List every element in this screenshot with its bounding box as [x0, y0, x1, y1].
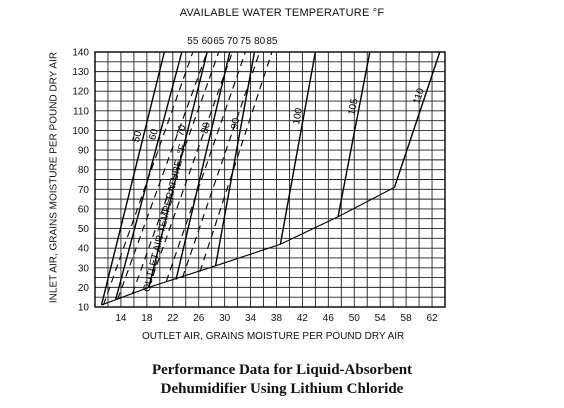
- y-tick-label: 120: [72, 87, 89, 98]
- x-tick-label: 46: [323, 313, 335, 324]
- caption-line-1: Performance Data for Liquid-Absorbent: [151, 362, 413, 378]
- outlet-temp-label-group: 80: [200, 121, 213, 135]
- outlet-temp-label-60: 60: [147, 127, 161, 141]
- outlet-temp-label-70: 70: [175, 124, 188, 138]
- x-tick-label: 54: [375, 313, 387, 324]
- water-temp-line-80: [181, 51, 261, 278]
- y-axis-label: INLET AIR, GRAINS MOISTURE PER POUND DRY…: [48, 51, 60, 304]
- x-tick-label: 26: [193, 313, 205, 324]
- outlet-temp-label-group: 100: [291, 107, 305, 126]
- caption-line-2: Dehumidifier Using Lithium Chloride: [160, 381, 404, 397]
- outlet-air-temperature-label: OUTLET AIR TEMPERATURE -°F: [142, 143, 189, 293]
- outlet-temp-label-group: 70: [175, 124, 188, 138]
- x-tick-label: 58: [401, 313, 413, 324]
- outlet-temp-line-110: [393, 51, 441, 188]
- boundary-curve: [101, 186, 395, 306]
- outlet-temp-line-90: [214, 51, 256, 266]
- outlet-temp-label-group: 105: [347, 97, 361, 116]
- y-tick-label: 140: [72, 48, 89, 59]
- y-tick-label: 20: [78, 283, 90, 294]
- outlet-temp-label-80: 80: [200, 121, 213, 135]
- outlet-temp-label-90: 90: [229, 117, 242, 130]
- y-tick-label: 30: [78, 263, 90, 274]
- x-tick-label: 50: [349, 313, 361, 324]
- boundary-curve-line: [101, 186, 395, 306]
- top-axis-title: AVAILABLE WATER TEMPERATURE °F: [179, 7, 385, 19]
- x-tick-label: 62: [426, 313, 438, 324]
- plot-frame: [94, 51, 446, 308]
- outlet-temp-label-110: 110: [411, 87, 427, 106]
- outlet-temp-label-group: 90: [229, 117, 242, 130]
- water-temp-line-70: [148, 51, 233, 288]
- x-tick-label: 38: [271, 313, 283, 324]
- outlet-temp-line-100: [279, 51, 317, 245]
- curve-label-group: OUTLET AIR TEMPERATURE -°F: [142, 143, 189, 293]
- outlet-temp-line-70: [148, 51, 208, 288]
- water-temp-label-65: 65: [213, 36, 225, 47]
- outlet-temp-label-100: 100: [291, 107, 305, 126]
- outlet-temp-line-105: [337, 51, 371, 217]
- outlet-temp-line-50: [100, 51, 166, 306]
- y-tick-label: 60: [78, 204, 90, 215]
- y-tick-label: 110: [73, 106, 89, 117]
- x-tick-label: 14: [115, 313, 127, 324]
- y-tick-label: 10: [78, 303, 90, 314]
- outlet-temp-label-50: 50: [131, 130, 144, 144]
- grid: [94, 51, 446, 308]
- water-temp-label-60: 60: [202, 36, 214, 47]
- outlet-temperature-lines: [100, 51, 441, 306]
- x-axis-label: OUTLET AIR, GRAINS MOISTURE PER POUND DR…: [142, 331, 405, 342]
- water-temperature-lines: [102, 51, 273, 306]
- water-temp-line-60: [117, 51, 208, 300]
- y-tick-label: 70: [78, 185, 90, 196]
- outlet-temp-label-group: 60: [147, 127, 161, 141]
- water-temp-label-80: 80: [254, 36, 266, 47]
- water-temp-label-85: 85: [266, 36, 278, 47]
- water-temp-line-65: [132, 51, 220, 294]
- y-tick-label: 90: [78, 146, 90, 157]
- outlet-temp-label-group: 110: [411, 87, 427, 106]
- x-tick-label: 18: [141, 313, 153, 324]
- outlet-temp-label-105: 105: [347, 97, 361, 116]
- water-temp-label-70: 70: [227, 36, 239, 47]
- outlet-temp-label-group: 50: [131, 130, 144, 144]
- outlet-temp-line-60: [115, 51, 183, 300]
- y-tick-label: 100: [72, 126, 89, 137]
- y-tick-label: 40: [78, 244, 90, 255]
- water-temp-label-55: 55: [187, 36, 199, 47]
- x-tick-label: 22: [167, 313, 179, 324]
- x-tick-label: 42: [297, 313, 309, 324]
- y-tick-label: 80: [78, 165, 90, 176]
- y-tick-label: 50: [78, 224, 90, 235]
- water-temp-line-85: [199, 51, 273, 272]
- water-temp-label-75: 75: [240, 36, 252, 47]
- x-tick-label: 34: [245, 313, 257, 324]
- x-tick-label: 30: [219, 313, 231, 324]
- water-temp-line-75: [165, 51, 246, 282]
- outlet-temp-line-80: [175, 51, 231, 280]
- axes: 14 18 22 26 30 34 38 42 46 50 54 58 6210203040506070…: [72, 48, 446, 324]
- y-tick-label: 130: [72, 67, 89, 78]
